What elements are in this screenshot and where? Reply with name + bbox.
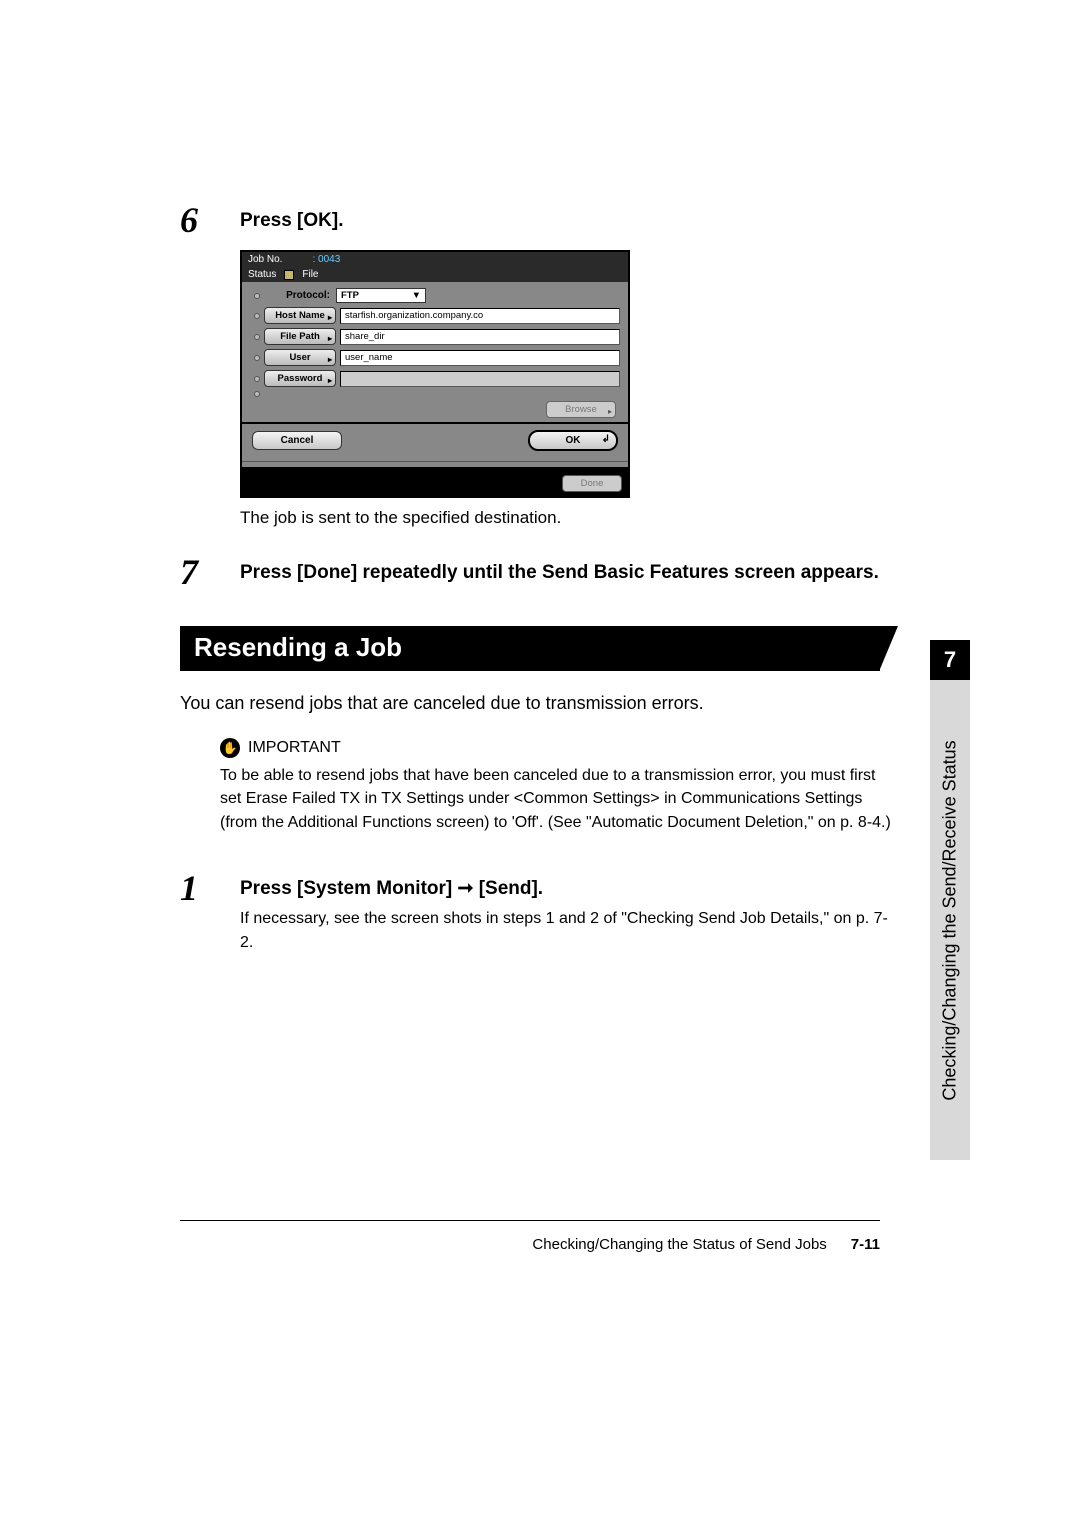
screenshot-status-row: Status File xyxy=(242,267,628,282)
file-icon xyxy=(284,270,294,280)
password-button[interactable]: Password▸ xyxy=(264,370,336,387)
chapter-title: Checking/Changing the Send/Receive Statu… xyxy=(940,740,961,1100)
important-label: IMPORTANT xyxy=(248,739,341,757)
chevron-icon: ▸ xyxy=(608,407,612,416)
protocol-label: Protocol: xyxy=(264,290,336,301)
footer-rule xyxy=(180,1220,880,1221)
file-path-field[interactable]: share_dir xyxy=(340,329,620,345)
section-intro: You can resend jobs that are canceled du… xyxy=(180,691,900,716)
user-field[interactable]: user_name xyxy=(340,350,620,366)
job-no-value: : 0043 xyxy=(312,254,340,265)
done-button[interactable]: Done xyxy=(562,475,622,492)
screenshot-header: Job No. : 0043 xyxy=(242,252,628,267)
section-heading: Resending a Job xyxy=(180,626,880,671)
row-dot-icon xyxy=(254,293,260,299)
row-dot-icon xyxy=(254,313,260,319)
file-path-button[interactable]: File Path▸ xyxy=(264,328,336,345)
chevron-icon: ▸ xyxy=(328,355,332,364)
page-footer: Checking/Changing the Status of Send Job… xyxy=(180,1236,880,1253)
row-dot-icon xyxy=(254,376,260,382)
file-label: File xyxy=(302,269,318,280)
important-icon: ✋ xyxy=(220,738,240,758)
step-6-title: Press [OK]. xyxy=(240,208,900,234)
user-button[interactable]: User▸ xyxy=(264,349,336,366)
protocol-value: FTP xyxy=(341,290,359,301)
step-6-number: 6 xyxy=(180,200,240,238)
return-icon: ↲ xyxy=(602,434,610,445)
browse-button[interactable]: Browse▸ xyxy=(546,401,616,418)
row-dot-icon xyxy=(254,334,260,340)
protocol-dropdown[interactable]: FTP ▼ xyxy=(336,288,426,303)
step-1-number: 1 xyxy=(180,868,240,954)
chapter-tab: 7 Checking/Changing the Send/Receive Sta… xyxy=(930,640,970,1160)
row-dot-icon xyxy=(254,391,260,397)
step-7-number: 7 xyxy=(180,552,240,590)
chevron-icon: ▸ xyxy=(328,334,332,343)
chevron-icon: ▸ xyxy=(328,376,332,385)
page-number: 7-11 xyxy=(851,1236,880,1253)
host-name-field[interactable]: starfish.organization.company.co xyxy=(340,308,620,324)
chapter-number: 7 xyxy=(930,640,970,680)
step-6: 6 Press [OK]. xyxy=(180,200,900,238)
host-name-button[interactable]: Host Name▸ xyxy=(264,307,336,324)
step-7: 7 Press [Done] repeatedly until the Send… xyxy=(180,552,900,590)
step-6-caption: The job is sent to the specified destina… xyxy=(240,508,900,528)
footer-text: Checking/Changing the Status of Send Job… xyxy=(532,1236,826,1253)
chevron-down-icon: ▼ xyxy=(412,290,421,301)
important-block: ✋ IMPORTANT To be able to resend jobs th… xyxy=(220,738,900,834)
password-field[interactable] xyxy=(340,371,620,387)
status-label: Status xyxy=(248,269,276,280)
cancel-button[interactable]: Cancel xyxy=(252,431,342,450)
chevron-icon: ▸ xyxy=(328,313,332,322)
row-dot-icon xyxy=(254,355,260,361)
step-1-title: Press [System Monitor] ➞ [Send]. xyxy=(240,876,900,902)
step-7-title: Press [Done] repeatedly until the Send B… xyxy=(240,560,900,586)
job-no-label: Job No. xyxy=(248,254,282,265)
ok-button[interactable]: OK↲ xyxy=(528,430,618,451)
screenshot-panel: Job No. : 0043 Status File Protocol: FTP… xyxy=(240,250,630,498)
step-1-note: If necessary, see the screen shots in st… xyxy=(240,907,900,953)
important-text: To be able to resend jobs that have been… xyxy=(220,764,900,834)
step-1: 1 Press [System Monitor] ➞ [Send]. If ne… xyxy=(180,868,900,954)
